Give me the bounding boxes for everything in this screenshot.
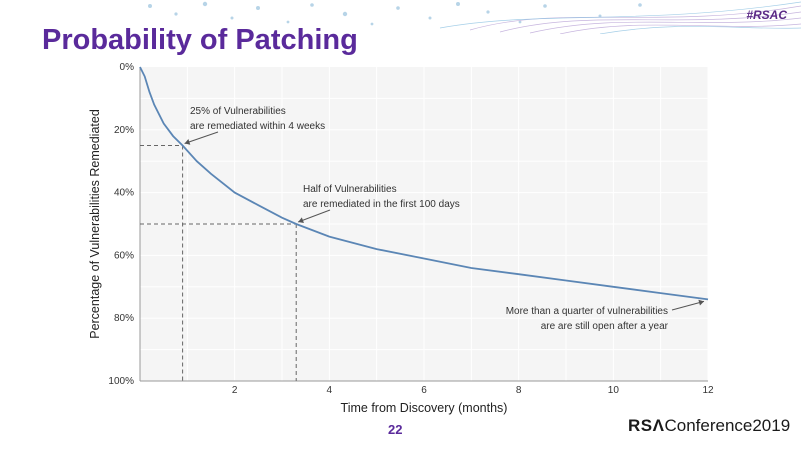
annotation-arrow: [184, 131, 219, 144]
y-tick-label: 60%: [114, 250, 134, 261]
annotation-text: 25% of Vulnerabilities: [190, 106, 286, 117]
hashtag: #RSAC: [746, 8, 787, 22]
y-tick-label: 80%: [114, 313, 134, 324]
y-tick-label: 40%: [114, 188, 134, 199]
page-number: 22: [388, 422, 403, 437]
y-tick-label: 20%: [114, 125, 134, 136]
y-tick-label: 0%: [120, 62, 135, 73]
y-axis-title: Percentage of Vulnerabilities Remediated: [88, 109, 102, 339]
slide-title: Probability of Patching: [42, 24, 358, 56]
x-tick-label: 10: [608, 385, 620, 396]
annotation-text: Half of Vulnerabilities: [303, 184, 397, 195]
annotation-text: are are still open after a year: [541, 321, 669, 332]
x-tick-label: 12: [702, 385, 714, 396]
brand-rsa: RSΛ: [628, 416, 665, 435]
rsa-conference-logo: RSΛConference2019: [628, 416, 790, 436]
x-tick-label: 6: [421, 385, 427, 396]
y-tick-label: 100%: [108, 376, 134, 387]
annotation-text: are remediated within 4 weeks: [190, 121, 325, 132]
annotation-arrowhead: [184, 139, 191, 145]
x-axis-title: Time from Discovery (months): [341, 401, 508, 415]
annotation-arrow: [298, 209, 331, 223]
annotation-arrowhead: [698, 299, 704, 306]
x-tick-label: 8: [516, 385, 522, 396]
annotation-arrow: [671, 300, 705, 311]
annotation-text: More than a quarter of vulnerabilities: [506, 306, 668, 317]
header-dot-pattern: [148, 1, 801, 34]
series-line: [139, 66, 709, 301]
x-tick-label: 4: [327, 385, 333, 396]
x-tick-label: 2: [232, 385, 238, 396]
annotation-text: are remediated in the first 100 days: [303, 199, 460, 210]
brand-conference: Conference2019: [664, 416, 791, 435]
annotation-arrowhead: [298, 217, 304, 224]
